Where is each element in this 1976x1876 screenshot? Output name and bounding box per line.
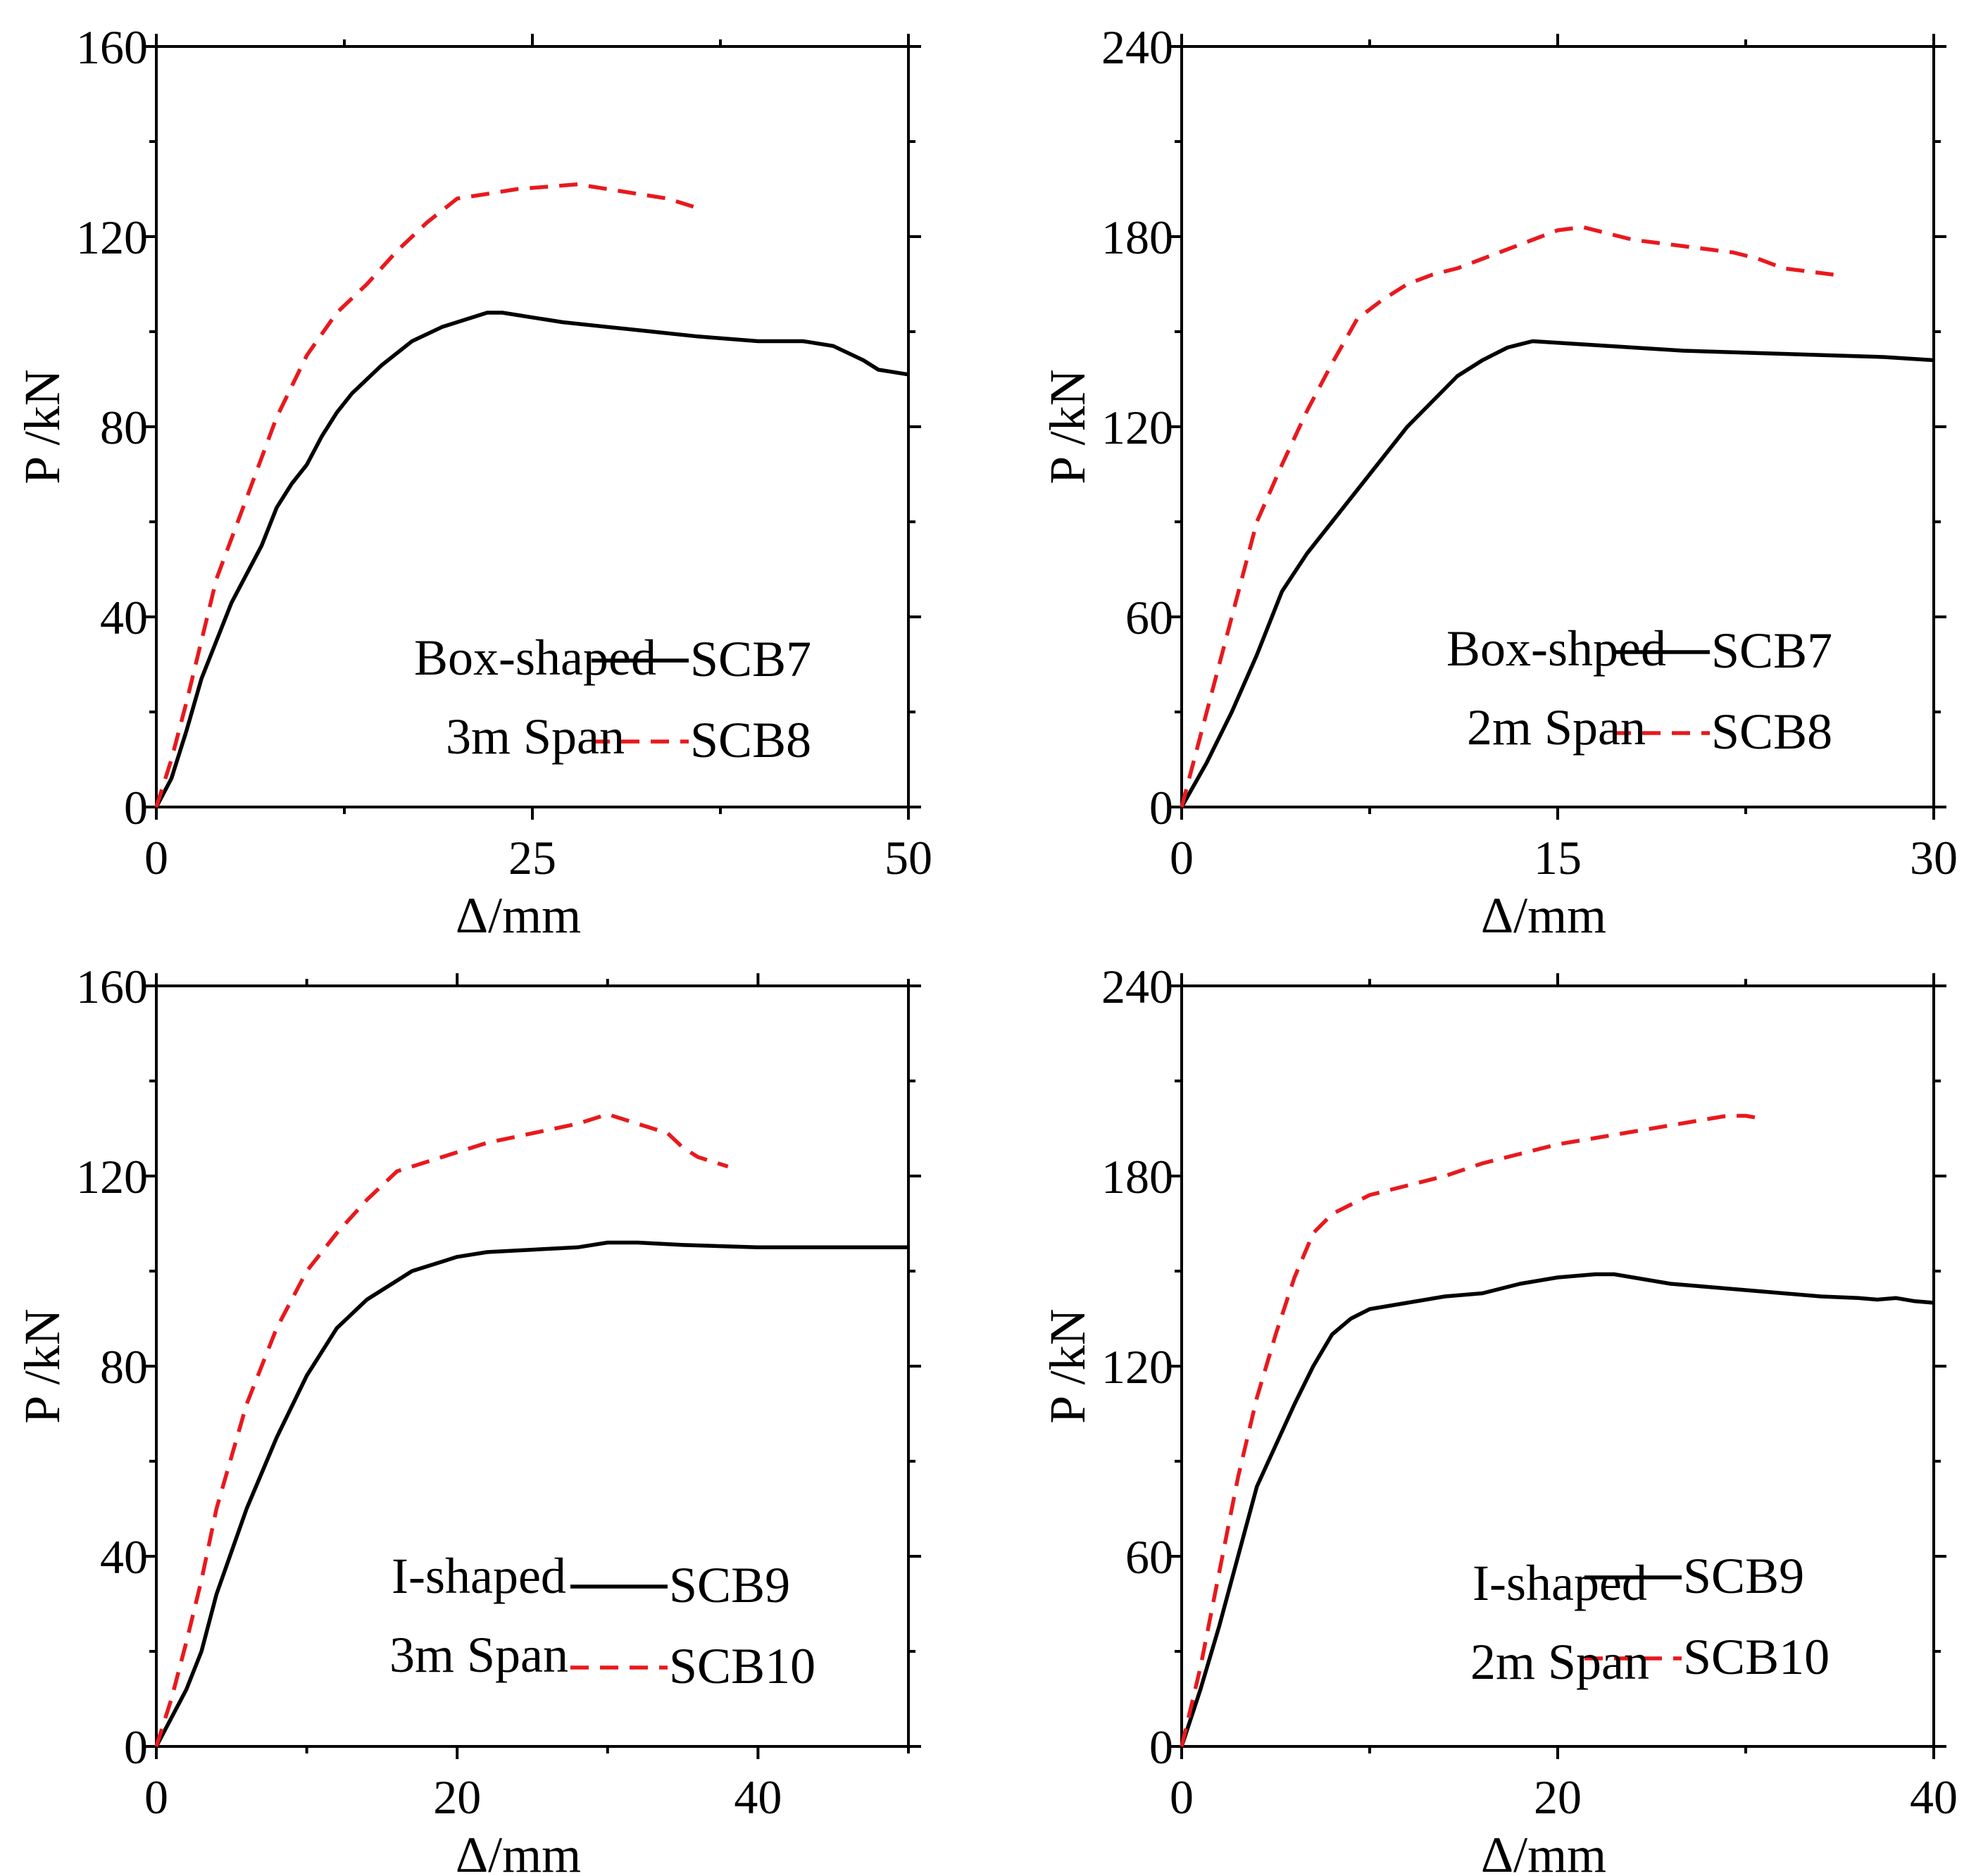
x-tick-label: 0 bbox=[1170, 1770, 1194, 1824]
x-tick-label: 30 bbox=[1910, 831, 1958, 884]
x-tick-label: 50 bbox=[884, 831, 932, 884]
legend-label-scb7: SCB7 bbox=[1711, 623, 1832, 679]
y-tick-label: 80 bbox=[100, 401, 148, 454]
series-line-scb8 bbox=[154, 182, 699, 808]
series-line-scb10 bbox=[1180, 1113, 1765, 1747]
x-axis-title: Δ/mm bbox=[1481, 1827, 1606, 1876]
y-tick-label: 80 bbox=[100, 1340, 148, 1394]
series-line-scb10 bbox=[154, 1112, 729, 1747]
legend-label-scb7: SCB7 bbox=[690, 631, 811, 687]
y-tick-label: 240 bbox=[1101, 960, 1173, 1013]
chart-panel-1: 0 40 80 120 160 0 25 50 Δ/mm P /kN SCB7 SCB8 Box-sha… bbox=[14, 20, 932, 944]
panel-annotation: I-shaped bbox=[1472, 1555, 1647, 1611]
panel-annotation: 2m Span bbox=[1470, 1634, 1649, 1690]
legend-label-scb10: SCB10 bbox=[669, 1638, 815, 1694]
y-tick-label: 120 bbox=[76, 211, 148, 264]
series-line-scb9 bbox=[154, 1240, 908, 1748]
y-tick-label: 60 bbox=[1125, 1530, 1173, 1584]
series-line-scb7 bbox=[154, 311, 909, 808]
y-tick-label: 160 bbox=[76, 20, 148, 74]
panel-annotation: 2m Span bbox=[1467, 699, 1646, 756]
y-tick-label: 240 bbox=[1101, 20, 1173, 74]
y-tick-label: 0 bbox=[124, 1720, 148, 1774]
x-axis-title: Δ/mm bbox=[456, 887, 581, 944]
panel-annotation: 3m Span bbox=[389, 1627, 568, 1683]
x-tick-label: 40 bbox=[1910, 1770, 1958, 1824]
x-tick-label: 0 bbox=[1170, 831, 1194, 884]
chart-panel-3: 0 40 80 120 160 0 20 40 Δ/mm P /kN SCB9 SCB10 I-shap… bbox=[14, 960, 921, 1876]
x-tick-label: 40 bbox=[734, 1770, 782, 1824]
legend-label-scb9: SCB9 bbox=[1683, 1548, 1804, 1604]
panels-container: 0 40 80 120 160 0 25 50 Δ/mm P /kN SCB7 SCB8 Box-sha… bbox=[14, 20, 1958, 1876]
y-tick-label: 60 bbox=[1125, 591, 1173, 644]
y-axis-title: P /kN bbox=[14, 369, 70, 484]
panel-annotation: Box-shped bbox=[1446, 620, 1666, 677]
y-axis-title: P /kN bbox=[1039, 369, 1096, 484]
y-tick-label: 180 bbox=[1101, 211, 1173, 264]
y-tick-label: 0 bbox=[1149, 781, 1173, 834]
y-tick-label: 180 bbox=[1101, 1150, 1173, 1203]
y-tick-label: 120 bbox=[1101, 401, 1173, 454]
x-axis-title: Δ/mm bbox=[1481, 887, 1606, 944]
y-tick-label: 0 bbox=[124, 781, 148, 834]
y-tick-label: 40 bbox=[100, 591, 148, 644]
y-axis-title: P /kN bbox=[1039, 1308, 1096, 1423]
x-tick-label: 20 bbox=[1534, 1770, 1582, 1824]
panel-annotation: Box-shaped bbox=[414, 630, 656, 686]
panel-annotation: I-shaped bbox=[392, 1548, 566, 1604]
x-tick-label: 20 bbox=[433, 1770, 481, 1824]
x-tick-label: 15 bbox=[1534, 831, 1582, 884]
y-axis-title: P /kN bbox=[14, 1308, 70, 1423]
y-tick-label: 0 bbox=[1149, 1720, 1173, 1774]
legend-label-scb8: SCB8 bbox=[690, 712, 811, 768]
y-tick-label: 120 bbox=[1101, 1340, 1173, 1394]
legend-label-scb9: SCB9 bbox=[669, 1557, 790, 1613]
panel-annotation: 3m Span bbox=[446, 708, 625, 765]
x-tick-label: 0 bbox=[144, 831, 168, 884]
x-axis-title: Δ/mm bbox=[456, 1827, 581, 1876]
legend-label-scb10: SCB10 bbox=[1683, 1629, 1830, 1685]
series-line-scb7 bbox=[1180, 339, 1934, 808]
y-tick-label: 120 bbox=[76, 1150, 148, 1203]
y-tick-label: 160 bbox=[76, 960, 148, 1013]
y-tick-label: 40 bbox=[100, 1530, 148, 1584]
x-tick-label: 0 bbox=[144, 1770, 168, 1824]
x-tick-label: 25 bbox=[508, 831, 556, 884]
series-line-scb9 bbox=[1180, 1272, 1934, 1747]
series-line-scb8 bbox=[1180, 225, 1834, 808]
chart-panel-2: 0 60 120 180 240 0 15 30 Δ/mm P /kN SCB7 SCB8 Box-sh… bbox=[1039, 20, 1958, 944]
legend-label-scb8: SCB8 bbox=[1711, 704, 1832, 760]
chart-panel-4: 0 60 120 180 240 0 20 40 Δ/mm P /kN SCB9 SCB10 I-sha… bbox=[1039, 960, 1958, 1876]
